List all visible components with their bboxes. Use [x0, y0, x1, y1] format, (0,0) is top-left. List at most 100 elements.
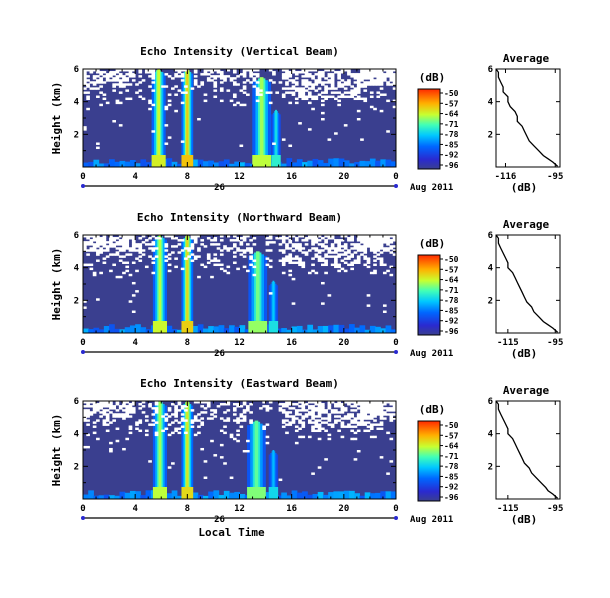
colorbar-tick-label: -57 — [444, 265, 459, 274]
heatmap-cell — [249, 257, 253, 260]
heatmap-cell — [330, 243, 335, 246]
heatmap-cell — [109, 450, 113, 453]
heatmap-cell — [174, 75, 178, 78]
heatmap-cell — [363, 417, 368, 420]
heatmap-cell — [128, 425, 133, 428]
heatmap-cell — [343, 81, 348, 84]
heatmap-cell — [216, 243, 221, 246]
heatmap-cell — [265, 423, 270, 426]
heatmap-cell — [141, 241, 146, 244]
heatmap-cell — [281, 263, 286, 267]
heatmap-cell — [321, 302, 325, 305]
heatmap-cell — [148, 243, 152, 246]
heatmap-cell — [213, 239, 218, 242]
y-axis-label: Height (km) — [50, 414, 63, 487]
heatmap-cell — [356, 245, 361, 248]
heatmap-cell — [197, 425, 201, 428]
heatmap-cell — [360, 85, 364, 88]
heatmap-cell — [180, 407, 185, 410]
heatmap-cell — [249, 419, 253, 422]
heatmap-cell — [236, 433, 240, 437]
heatmap-cell — [223, 159, 230, 167]
heatmap-cell — [350, 429, 355, 433]
heatmap-cell — [317, 491, 324, 499]
heatmap-cell — [291, 93, 296, 96]
heatmap-cell — [115, 77, 120, 80]
heatmap-cell — [311, 85, 315, 88]
heatmap-cell — [154, 431, 159, 435]
heatmap-cell — [321, 417, 325, 420]
heatmap-cell — [301, 89, 306, 92]
heatmap-cell — [285, 423, 289, 426]
heatmap-cell — [285, 255, 289, 258]
heatmap-cell — [184, 91, 188, 94]
heatmap-cell — [356, 423, 361, 426]
heatmap-cell — [340, 425, 345, 428]
heatmap-cell — [382, 263, 387, 267]
heatmap-cell — [369, 73, 374, 76]
heatmap-cell — [386, 130, 390, 133]
heatmap-cell — [252, 69, 257, 72]
heatmap-cell — [334, 247, 338, 250]
heatmap-cell — [321, 75, 325, 78]
colorbar-tick-label: -78 — [444, 130, 459, 139]
heatmap-cell — [291, 235, 296, 238]
heatmap-cell — [373, 245, 377, 248]
heatmap-cell — [83, 445, 87, 449]
heatmap-cell — [213, 75, 218, 78]
colorbar-gradient — [417, 88, 441, 170]
heatmap-cell — [226, 235, 231, 238]
heatmap-cell — [301, 239, 306, 242]
heatmap-cell — [330, 73, 335, 76]
heatmap-cell — [213, 237, 218, 240]
heatmap-cell — [83, 87, 87, 90]
heatmap-cell — [380, 159, 387, 167]
heatmap-cell — [363, 411, 368, 414]
heatmap-cell — [376, 413, 381, 416]
heatmap-cell — [226, 403, 231, 406]
heatmap-cell — [301, 83, 306, 86]
heatmap-cell — [96, 251, 100, 254]
heatmap-cell — [181, 155, 194, 167]
heatmap-cell — [242, 419, 247, 422]
heatmap-cell — [304, 237, 309, 240]
heatmap-cell — [343, 253, 348, 256]
heatmap-cell — [298, 245, 302, 248]
heatmap-cell — [334, 249, 338, 252]
heatmap-cell — [109, 441, 113, 445]
heatmap-cell — [89, 267, 94, 271]
heatmap-cell — [184, 85, 188, 88]
heatmap-cell — [340, 405, 345, 408]
heatmap-cell — [167, 263, 172, 267]
heatmap-cell — [177, 431, 182, 435]
heatmap-cell — [144, 243, 149, 246]
heatmap-cell — [363, 415, 368, 418]
heatmap-cell — [369, 435, 374, 439]
heatmap-cell — [252, 85, 257, 88]
heatmap-cell — [347, 73, 351, 76]
heatmap-cell — [122, 447, 126, 451]
heatmap-cell — [171, 413, 175, 416]
heatmap-cell — [226, 409, 231, 412]
heatmap-cell — [210, 243, 214, 246]
heatmap-cell — [379, 411, 384, 414]
profile-line — [495, 68, 559, 167]
heatmap-cell — [148, 101, 152, 105]
heatmap-cell — [128, 97, 133, 101]
heatmap-cell — [200, 73, 205, 76]
heatmap-cell — [311, 425, 315, 428]
heatmap-cell — [363, 235, 368, 238]
heatmap-cell — [301, 265, 306, 269]
heatmap-cell — [174, 73, 178, 76]
heatmap-cell — [314, 81, 319, 84]
heatmap-cell — [369, 493, 376, 499]
heatmap-cell — [131, 310, 136, 313]
heatmap-cell — [118, 85, 123, 88]
heatmap-cell — [337, 269, 341, 273]
heatmap-cell — [223, 269, 227, 273]
heatmap-cell — [281, 93, 286, 96]
heatmap-cell — [285, 87, 289, 90]
heatmap-cell — [347, 263, 351, 267]
heatmap-cell — [360, 401, 364, 404]
heatmap-cell — [131, 79, 136, 82]
